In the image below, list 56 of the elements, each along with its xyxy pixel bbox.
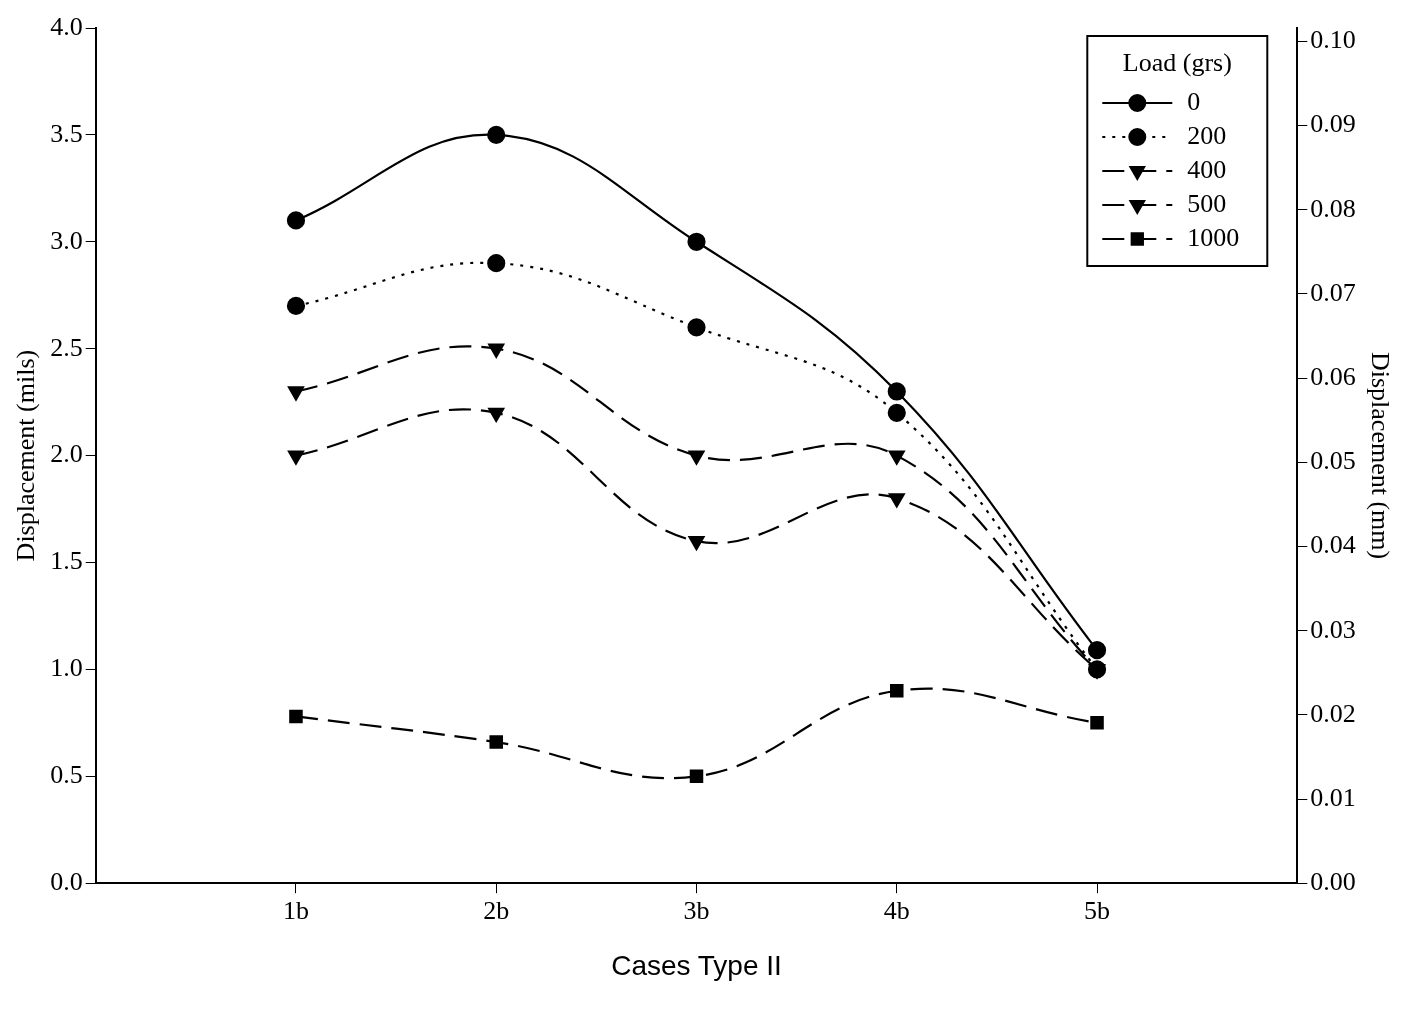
point xyxy=(286,296,306,316)
point xyxy=(890,684,904,698)
y2-tick-label: 0.04 xyxy=(1310,530,1356,560)
y-tick-label: 1.5 xyxy=(50,546,83,576)
y-tick-label: 3.0 xyxy=(50,225,83,255)
y2-tick-label: 0.02 xyxy=(1310,698,1356,728)
point xyxy=(488,343,505,358)
point xyxy=(487,125,506,144)
y2-tick-label: 0.06 xyxy=(1310,361,1356,391)
y2-tick-label: 0.09 xyxy=(1310,109,1356,139)
y2-tick-label: 0.05 xyxy=(1310,446,1356,476)
point xyxy=(488,407,505,422)
y2-tick-label: 0.08 xyxy=(1310,193,1356,223)
point xyxy=(1090,716,1104,730)
legend-label: 0 xyxy=(1187,86,1201,116)
point xyxy=(688,450,705,465)
point xyxy=(888,450,905,465)
legend-title: Load (grs) xyxy=(1122,47,1232,77)
point xyxy=(286,211,306,230)
point xyxy=(289,709,303,724)
x-tick-label: 5b xyxy=(1084,895,1111,925)
y2-tick-label: 0.03 xyxy=(1310,614,1356,644)
y-tick-label: 0.5 xyxy=(50,760,83,790)
y2-tick-label: 0.00 xyxy=(1310,867,1356,897)
point xyxy=(687,318,706,337)
y-axis-title: Displacement (mils) xyxy=(11,349,41,562)
point xyxy=(489,735,503,749)
legend-label: 200 xyxy=(1187,120,1227,150)
point xyxy=(287,450,304,465)
point xyxy=(688,536,705,551)
y2-tick-label: 0.01 xyxy=(1310,782,1356,812)
point xyxy=(888,493,905,508)
point xyxy=(487,254,506,273)
point xyxy=(887,382,906,401)
x-tick-label: 2b xyxy=(483,895,510,925)
y2-tick-label: 0.10 xyxy=(1310,25,1356,55)
y-tick-label: 0.0 xyxy=(50,867,83,897)
point xyxy=(689,769,704,784)
y-tick-label: 1.0 xyxy=(50,653,83,683)
y2-tick-label: 0.07 xyxy=(1310,277,1356,307)
y-tick-label: 2.5 xyxy=(50,332,83,362)
y-tick-label: 3.5 xyxy=(50,118,83,148)
x-tick-label: 1b xyxy=(282,895,309,925)
legend-label: 400 xyxy=(1187,154,1227,184)
point xyxy=(1087,641,1107,660)
y-tick-label: 2.0 xyxy=(50,439,83,469)
x-axis-title: Cases Type II xyxy=(611,949,782,981)
legend-label: 500 xyxy=(1187,188,1227,218)
point xyxy=(687,232,706,251)
y-tick-label: 4.0 xyxy=(50,11,83,41)
x-tick-label: 4b xyxy=(883,895,910,925)
y2-axis-title: Displacement (mm) xyxy=(1365,351,1395,560)
point xyxy=(887,403,906,422)
x-tick-label: 3b xyxy=(683,895,710,925)
legend-label: 1000 xyxy=(1187,222,1240,252)
point xyxy=(287,386,304,401)
